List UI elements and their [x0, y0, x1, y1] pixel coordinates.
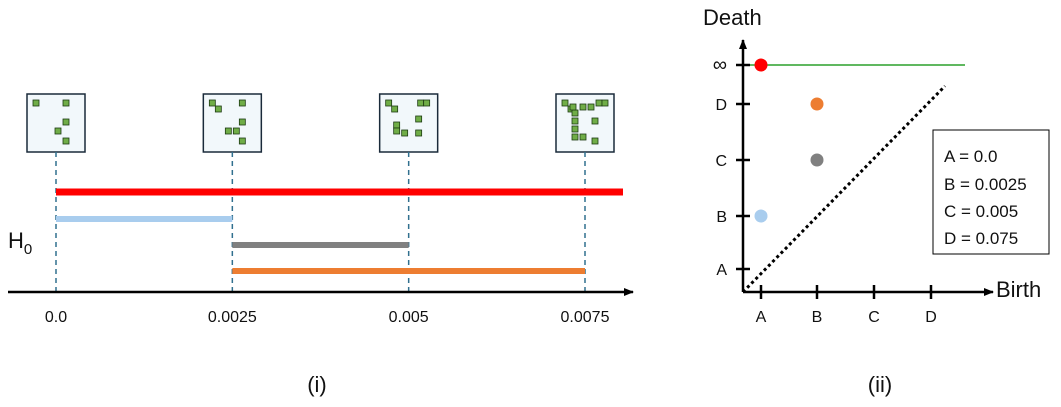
legend-item: B = 0.0025	[944, 175, 1027, 194]
filtration-cell	[391, 105, 399, 113]
filtration-cell	[561, 99, 569, 107]
y-axis-title: Death	[703, 5, 762, 30]
filtration-cell	[393, 121, 401, 129]
filtration-cell	[571, 109, 579, 117]
filtration-snapshots	[26, 93, 615, 153]
filtration-cell	[417, 99, 425, 107]
filtration-cell	[238, 118, 246, 126]
birth-tick-label: C	[868, 309, 880, 326]
filtration-cell	[569, 103, 577, 111]
filtration-tick-label: 0.0025	[208, 309, 257, 326]
filtration-cell	[415, 129, 423, 137]
filtration-cell	[232, 127, 240, 135]
death-tick-label: A	[716, 262, 727, 279]
filtration-cell	[591, 117, 599, 125]
filtration-cell	[208, 99, 216, 107]
barcode-panel: 0.0 0.0025 0.005 0.0075 H0 (i)	[8, 93, 634, 397]
filtration-cell	[62, 118, 70, 126]
filtration-cell	[401, 129, 409, 137]
filtration-cell	[579, 133, 587, 141]
death-tick-label: B	[716, 209, 727, 226]
caption-ii: (ii)	[868, 372, 892, 397]
diagram-point	[810, 97, 824, 111]
filtration-cell	[415, 115, 423, 123]
persistence-diagram-panel: Death Birth A B C D A B C D ∞ A = 0.0 B = 0.0025…	[703, 5, 1050, 397]
legend-item: A = 0.0	[944, 147, 997, 166]
filtration-cell	[571, 117, 579, 125]
diagram-point	[754, 58, 768, 72]
birth-tick-label: D	[925, 309, 937, 326]
filtration-cell	[393, 127, 401, 135]
x-axis-title: Birth	[996, 277, 1041, 302]
legend-box	[932, 129, 1050, 255]
diagonal-line	[741, 84, 947, 294]
diagram-ticks: A B C D A B C D ∞	[713, 54, 937, 326]
filtration-cell	[214, 105, 222, 113]
filtration-cell	[579, 103, 587, 111]
diagram-points	[754, 58, 824, 223]
filtration-cell	[238, 99, 246, 107]
death-tick-label: C	[715, 153, 727, 170]
filtration-tick-label: 0.0	[45, 309, 67, 326]
filtration-tick-label: 0.0075	[561, 309, 610, 326]
filtration-cell	[601, 99, 609, 107]
filtration-cell	[595, 99, 603, 107]
legend: A = 0.0 B = 0.0025 C = 0.005 D = 0.075	[932, 129, 1050, 255]
filtration-tick-labels: 0.0 0.0025 0.005 0.0075	[45, 309, 610, 326]
birth-tick-label: B	[812, 309, 823, 326]
filtration-cell	[591, 137, 599, 145]
death-tick-label: ∞	[713, 54, 727, 76]
legend-item: C = 0.005	[944, 202, 1018, 221]
caption-i: (i)	[307, 372, 327, 397]
filtration-cell	[54, 127, 62, 135]
birth-tick-label: A	[756, 309, 767, 326]
diagram-point	[754, 209, 768, 223]
homology-label: H0	[8, 228, 32, 258]
diagram-point	[810, 153, 824, 167]
filtration-cell	[571, 125, 579, 133]
filtration-cell	[423, 99, 431, 107]
filtration-cell	[238, 137, 246, 145]
filtration-cell	[587, 103, 595, 111]
death-tick-label: D	[715, 97, 727, 114]
persistence-bars	[56, 188, 623, 274]
filtration-tick-label: 0.005	[389, 309, 429, 326]
filtration-cell	[571, 133, 579, 141]
filtration-cell	[62, 99, 70, 107]
filtration-cell	[385, 99, 393, 107]
filtration-cell	[224, 127, 232, 135]
legend-item: D = 0.075	[944, 229, 1018, 248]
filtration-cell	[62, 137, 70, 145]
filtration-cell	[32, 99, 40, 107]
